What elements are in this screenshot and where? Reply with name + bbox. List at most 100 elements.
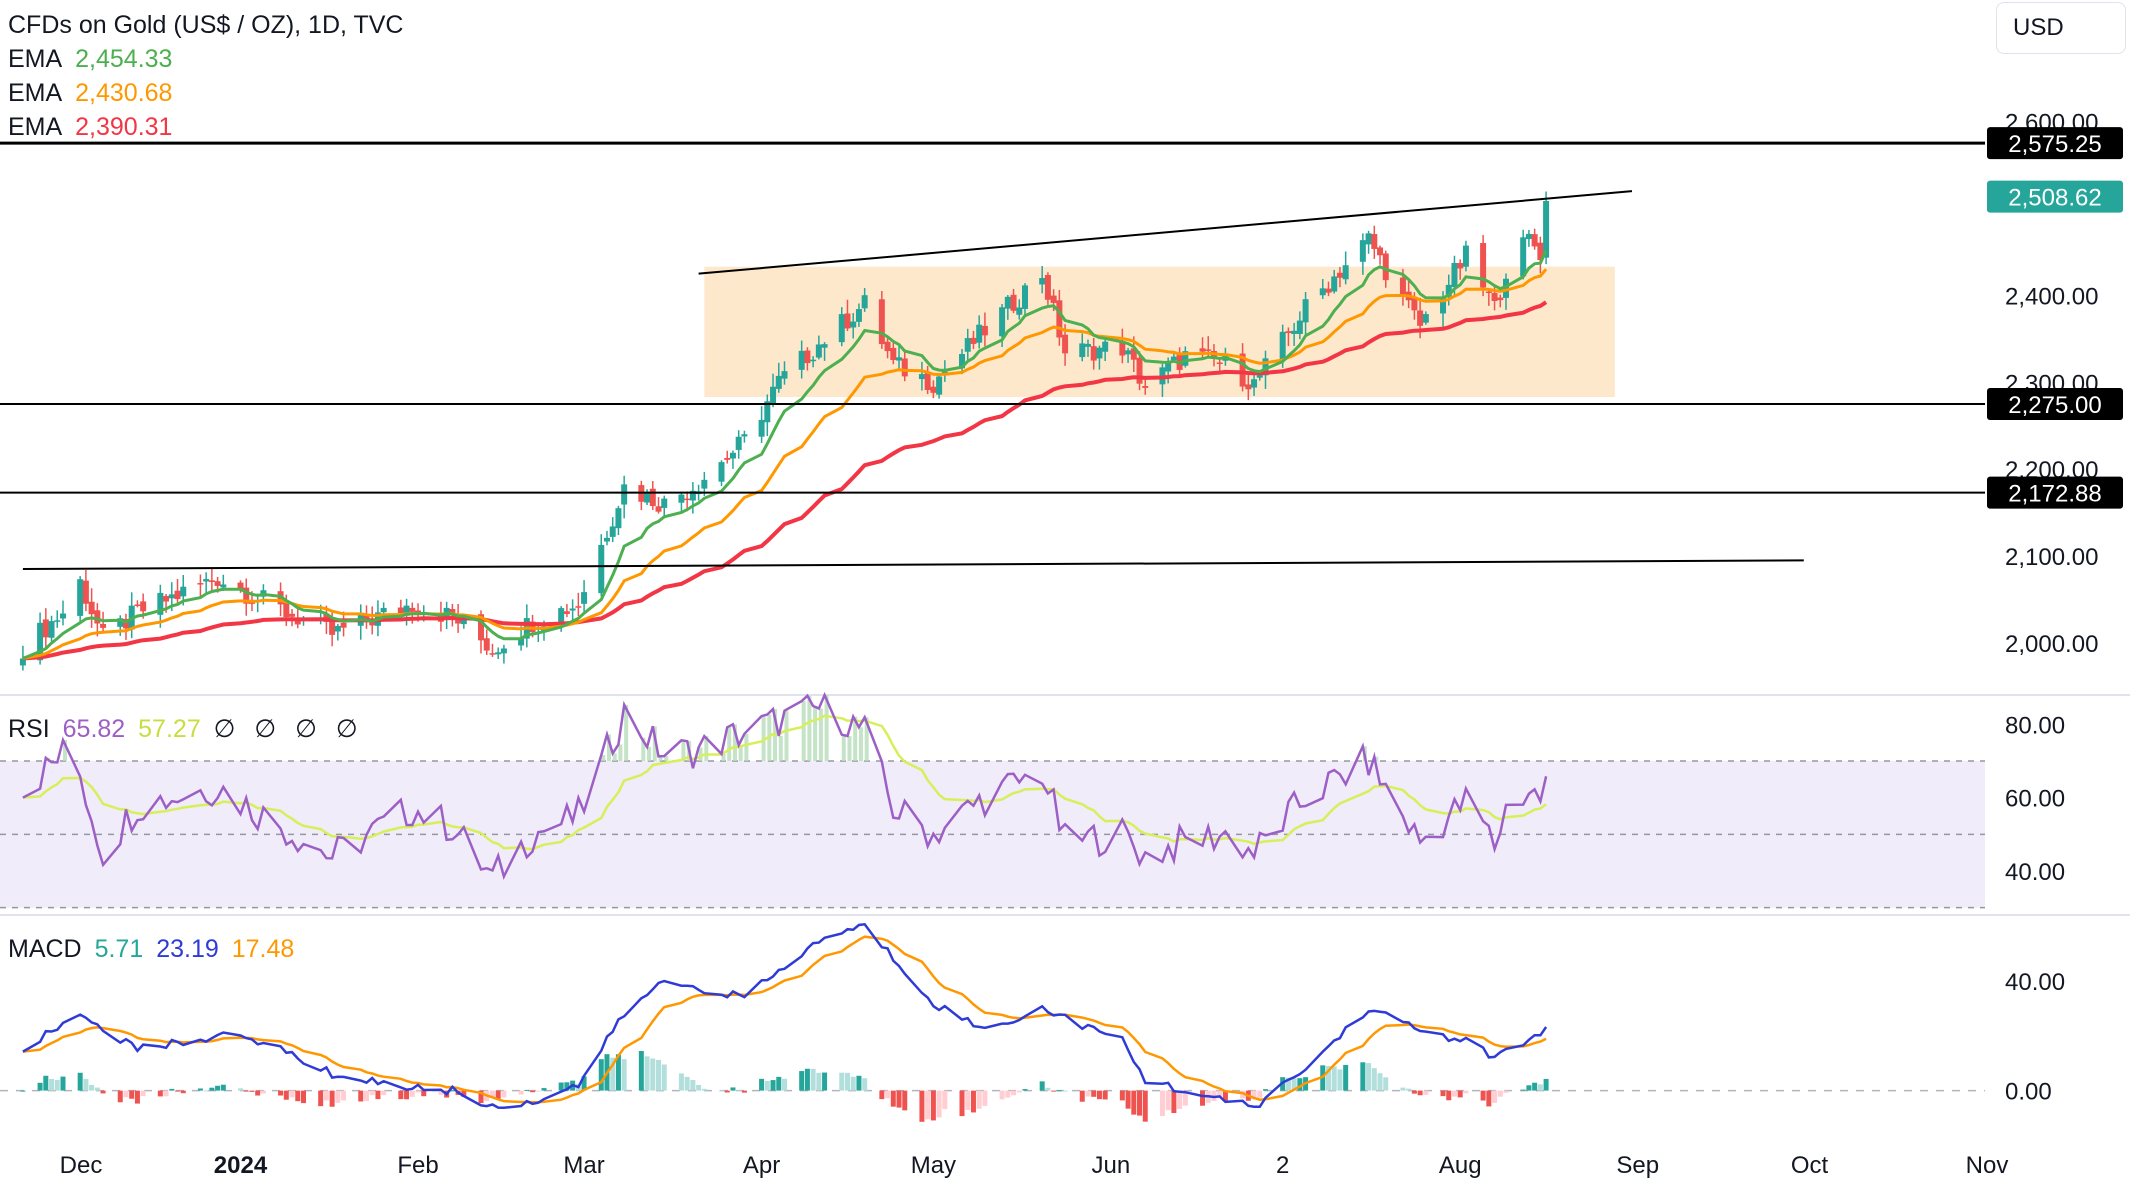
candle-down (449, 608, 456, 616)
price-label-box (1987, 180, 2123, 213)
candle-down (930, 386, 937, 393)
macd-hist-bar (610, 1057, 616, 1091)
macd-hist-bar (54, 1079, 60, 1091)
macd-hist-bar (363, 1090, 369, 1101)
macd-hist-bar (180, 1090, 186, 1094)
candle-down (409, 607, 416, 612)
y-tick-label: 2,400.00 (2005, 283, 2098, 310)
x-tick-label: 2 (1276, 1152, 1289, 1179)
macd-hist-bar (896, 1090, 902, 1108)
candle-down (981, 325, 988, 336)
macd-hist-bar (1366, 1063, 1372, 1091)
macd-hist-bar (1423, 1090, 1429, 1095)
candle-up (770, 386, 777, 404)
macd-hist-bar (209, 1087, 215, 1091)
rsi-legend: RSI 65.82 57.27 ∅ ∅ ∅ ∅ (8, 712, 370, 746)
macd-hist-bar (1440, 1090, 1446, 1097)
macd-legend: MACD 5.71 23.19 17.48 (8, 932, 300, 966)
macd-hist-bar (1400, 1087, 1406, 1091)
macd-hist-bar (701, 1088, 707, 1091)
macd-hist-bar (1119, 1090, 1125, 1101)
candle-up (1331, 276, 1338, 292)
macd-hist-bar (999, 1090, 1005, 1100)
candle-up (37, 622, 44, 661)
y-tick-label: 80.00 (2005, 712, 2065, 739)
ema-label: EMA (8, 45, 63, 73)
macd-hist-bar (1062, 1090, 1068, 1092)
candle-up (701, 479, 708, 489)
macd-hist-bar (781, 1078, 787, 1091)
macd-hist-bar (1383, 1077, 1389, 1091)
macd-hist-bar (684, 1076, 690, 1091)
candle-up (1279, 331, 1286, 361)
candle-down (1480, 243, 1487, 288)
macd-hist-bar (123, 1090, 129, 1098)
candle-up (976, 324, 983, 343)
macd-hist-bar (1480, 1090, 1486, 1101)
macd-hist-bar (1497, 1090, 1503, 1097)
macd-hist-bar (1177, 1090, 1183, 1109)
candle-up (558, 608, 565, 627)
candle-down (163, 596, 170, 602)
macd-hist-bar (381, 1090, 387, 1096)
x-tick-label: May (911, 1152, 956, 1179)
macd-histogram (20, 1051, 1549, 1122)
macd-hist-value: 5.71 (94, 935, 144, 963)
price-label-box (1987, 387, 2123, 420)
macd-hist-bar (804, 1068, 810, 1091)
macd-hist-bar (839, 1072, 845, 1091)
candle-up (936, 376, 943, 395)
candle-down (237, 582, 244, 590)
candle-up (54, 620, 61, 622)
candle-up (1079, 343, 1086, 358)
macd-hist-bar (1005, 1090, 1011, 1098)
candle-up (644, 492, 651, 503)
macd-hist-bar (741, 1090, 747, 1093)
candle-down (1325, 288, 1332, 293)
candle-up (77, 579, 84, 616)
macd-hist-bar (856, 1075, 862, 1091)
macd-hist-bar (1159, 1090, 1165, 1116)
macd-hist-bar (1446, 1090, 1452, 1101)
macd-hist-bar (736, 1090, 742, 1092)
rsi-ma-line (22, 714, 1547, 851)
macd-hist-bar (1492, 1090, 1498, 1103)
macd-hist-bar (203, 1090, 209, 1092)
candle-up (1319, 288, 1326, 296)
candle-up (1302, 299, 1309, 323)
macd-hist-bar (1457, 1090, 1463, 1098)
ema-legend-row: EMA 2,390.31 (8, 110, 403, 144)
candle-down (88, 601, 95, 615)
macd-hist-bar (564, 1082, 570, 1091)
candle-up (518, 638, 525, 646)
candle-up (1096, 347, 1103, 359)
macd-hist-bar (163, 1090, 169, 1097)
candle-up (1462, 245, 1469, 267)
candle-up (838, 314, 845, 343)
y-tick-label: 0.00 (2005, 1079, 2052, 1106)
candle-up (1451, 262, 1458, 288)
macd-hist-bar (1451, 1090, 1457, 1097)
price-label-text: 2,575.25 (2008, 131, 2101, 158)
y-tick-label: 2,000.00 (2005, 631, 2098, 658)
macd-hist-bar (615, 1054, 621, 1091)
rsi-line (22, 691, 1548, 881)
macd-hist-bar (197, 1088, 203, 1091)
candle-down (294, 618, 301, 625)
candle-down (82, 580, 89, 604)
currency-button[interactable]: USD (1996, 2, 2126, 54)
candle-down (489, 653, 496, 655)
candle-down (1491, 293, 1498, 301)
macd-hist-bar (449, 1090, 455, 1092)
macd-hist-bar (1257, 1090, 1263, 1098)
macd-hist-bar (719, 1090, 725, 1092)
macd-hist-bar (1406, 1088, 1412, 1091)
candle-up (821, 344, 828, 348)
main-legend: CFDs on Gold (US$ / OZ), 1D, TVC EMA 2,4… (8, 8, 403, 144)
macd-hist-bar (421, 1090, 427, 1097)
macd-hist-bar (129, 1090, 135, 1099)
macd-hist-bar (638, 1051, 644, 1091)
macd-hist-bar (1051, 1090, 1057, 1092)
candle-up (598, 544, 605, 594)
